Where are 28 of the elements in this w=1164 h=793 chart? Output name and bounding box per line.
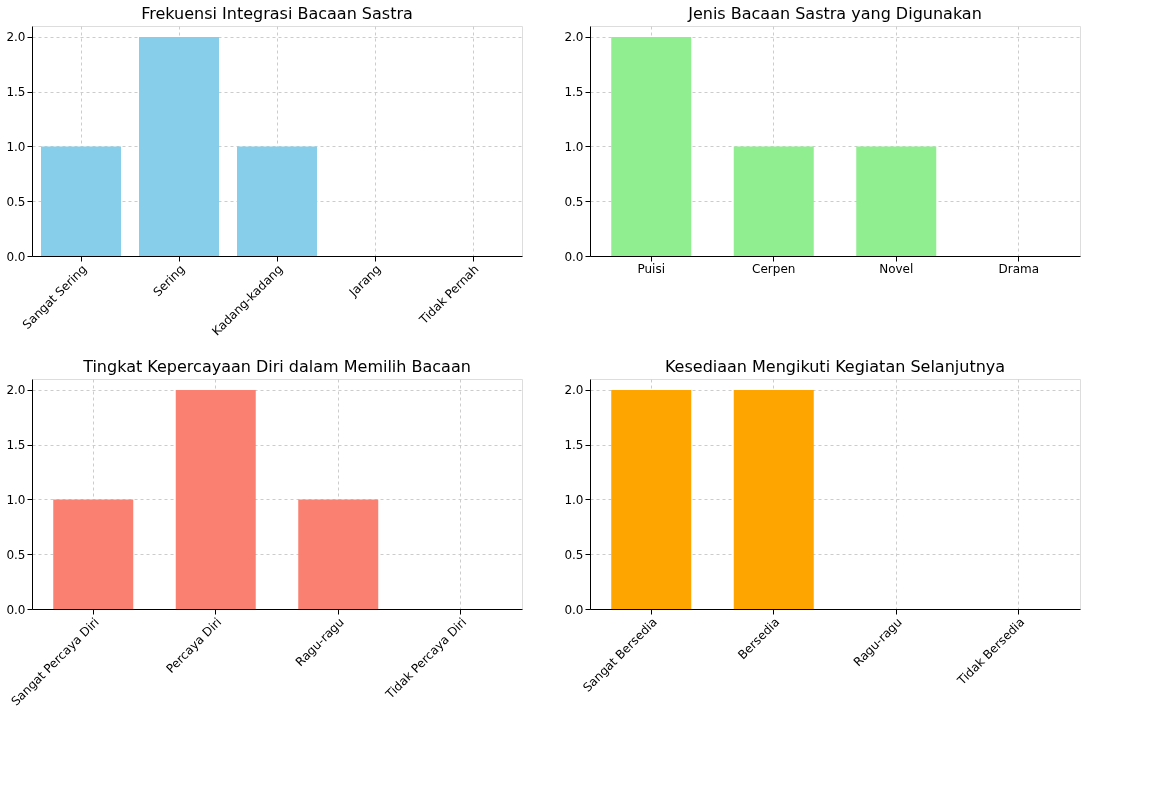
chart-title: Kesediaan Mengikuti Kegiatan Selanjutnya bbox=[664, 357, 1006, 376]
y-tick-label: 1.0 bbox=[6, 492, 26, 507]
y-tick-label: 2.0 bbox=[6, 383, 26, 398]
y-tick-label: 1.5 bbox=[564, 438, 584, 453]
y-tick-label: 1.5 bbox=[6, 438, 26, 453]
y-tick-label: 0.0 bbox=[564, 602, 584, 617]
chart-title: Frekuensi Integrasi Bacaan Sastra bbox=[141, 4, 413, 23]
y-tick-label: 2.0 bbox=[564, 383, 584, 398]
y-tick-label: 0.5 bbox=[564, 194, 584, 209]
x-tick-label: Novel bbox=[879, 261, 914, 276]
y-tick-label: 1.5 bbox=[564, 85, 584, 100]
x-tick-label: Drama bbox=[998, 261, 1040, 276]
y-tick-label: 1.0 bbox=[564, 492, 584, 507]
chart-title: Tingkat Kepercayaan Diri dalam Memilih Bacaan bbox=[82, 357, 471, 376]
y-tick-label: 1.0 bbox=[564, 139, 584, 154]
y-tick-label: 0.0 bbox=[6, 249, 26, 264]
x-tick-label: Puisi bbox=[637, 261, 666, 276]
y-tick-label: 1.5 bbox=[6, 85, 26, 100]
y-tick-label: 2.0 bbox=[564, 30, 584, 45]
y-tick-label: 0.0 bbox=[564, 249, 584, 264]
x-tick-label: Cerpen bbox=[752, 261, 796, 276]
chart-title: Jenis Bacaan Sastra yang Digunakan bbox=[687, 4, 982, 23]
y-tick-label: 2.0 bbox=[6, 30, 26, 45]
y-tick-label: 1.0 bbox=[6, 139, 26, 154]
y-tick-label: 0.0 bbox=[6, 602, 26, 617]
y-tick-label: 0.5 bbox=[564, 547, 584, 562]
y-tick-label: 0.5 bbox=[6, 194, 26, 209]
y-tick-label: 0.5 bbox=[6, 547, 26, 562]
